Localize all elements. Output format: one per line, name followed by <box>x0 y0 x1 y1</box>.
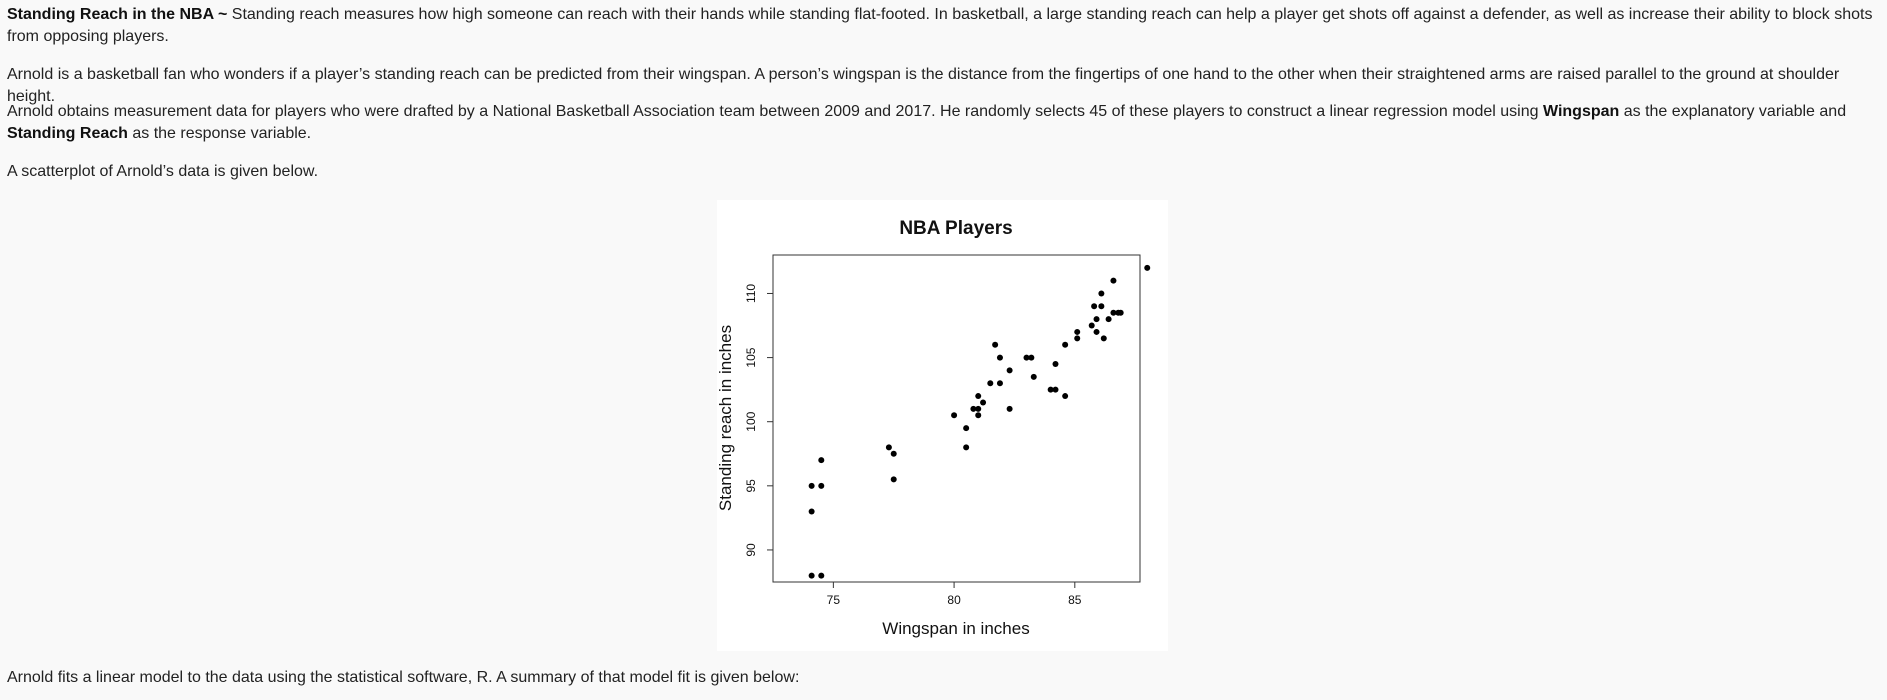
data-point <box>1098 290 1105 297</box>
data-paragraph-text-c: as the explanatory variable and <box>1619 103 1847 120</box>
y-axis: 90 95 100 105 110 <box>744 284 773 557</box>
data-paragraph-text-a: Arnold obtains measurement data for play… <box>7 103 1543 120</box>
data-point <box>1091 303 1098 310</box>
data-point <box>951 412 958 419</box>
intro-paragraph: Standing Reach in the NBA ~ Standing rea… <box>7 4 1877 48</box>
chart-title: NBA Players <box>899 218 1012 239</box>
data-point <box>1006 405 1013 412</box>
data-point <box>808 572 815 579</box>
y-axis-label: Standing reach in inches <box>717 325 735 511</box>
data-point <box>1028 354 1035 361</box>
wingspan-paragraph: Arnold is a basketball fan who wonders i… <box>7 66 1840 105</box>
data-point <box>885 444 892 451</box>
intro-text: Standing reach measures how high someone… <box>7 6 1873 45</box>
y-tick-label: 105 <box>744 347 758 367</box>
x-axis: 75 80 85 <box>827 582 1082 607</box>
data-point <box>1074 328 1081 335</box>
x-axis-label: Wingspan in inches <box>882 619 1029 638</box>
data-point <box>1006 367 1013 374</box>
scatterplot-intro: A scatterplot of Arnold’s data is given … <box>7 163 319 180</box>
data-point <box>1052 386 1059 393</box>
y-tick-label: 95 <box>744 479 758 493</box>
response-variable: Standing Reach <box>7 125 128 142</box>
data-point <box>890 476 897 483</box>
data-point <box>996 380 1003 387</box>
data-point <box>1062 393 1069 400</box>
model-summary-intro: Arnold fits a linear model to the data u… <box>7 669 800 686</box>
data-point <box>980 399 987 406</box>
x-tick-label: 75 <box>827 593 841 607</box>
data-point <box>1074 335 1081 342</box>
data-paragraph: Arnold obtains measurement data for play… <box>7 101 1877 145</box>
data-point <box>1088 322 1095 329</box>
data-point <box>818 482 825 489</box>
data-point <box>1100 335 1107 342</box>
data-point <box>963 425 970 432</box>
data-point <box>1062 341 1069 348</box>
data-point <box>808 482 815 489</box>
explanatory-variable: Wingspan <box>1542 103 1620 120</box>
data-point <box>1030 373 1037 380</box>
intro-title: Standing Reach in the NBA ~ <box>7 6 228 23</box>
data-point <box>1093 316 1100 323</box>
x-tick-label: 85 <box>1068 593 1082 607</box>
data-paragraph-text-d: as the response variable. <box>127 125 312 142</box>
data-point <box>975 393 982 400</box>
data-point <box>818 457 825 464</box>
data-point <box>1023 354 1030 361</box>
data-points <box>808 264 1151 579</box>
data-point <box>963 444 970 451</box>
data-point <box>975 405 982 412</box>
y-tick-label: 90 <box>744 543 758 557</box>
data-point <box>1110 309 1117 316</box>
y-tick-label: 110 <box>744 284 758 303</box>
data-point <box>1093 328 1100 335</box>
data-point <box>987 380 994 387</box>
data-point <box>808 508 815 515</box>
data-point <box>1117 309 1124 316</box>
data-point <box>1098 303 1105 310</box>
data-point <box>1110 277 1117 284</box>
data-point <box>1105 316 1112 323</box>
y-tick-label: 100 <box>744 411 758 431</box>
data-point <box>1047 386 1054 393</box>
data-point <box>975 412 982 419</box>
plot-box <box>772 254 1141 583</box>
data-point <box>1144 264 1151 271</box>
data-point <box>1052 361 1059 367</box>
scatterplot-card: NBA Players 75 80 85 90 95 100 105 110 Wingspa… <box>716 200 1168 651</box>
data-point <box>996 354 1003 361</box>
data-point <box>992 341 999 348</box>
x-tick-label: 80 <box>947 593 961 607</box>
data-point <box>890 450 897 457</box>
data-point <box>970 405 977 412</box>
scatterplot: NBA Players 75 80 85 90 95 100 105 110 Wingspa… <box>716 218 1151 638</box>
data-point <box>818 572 825 579</box>
